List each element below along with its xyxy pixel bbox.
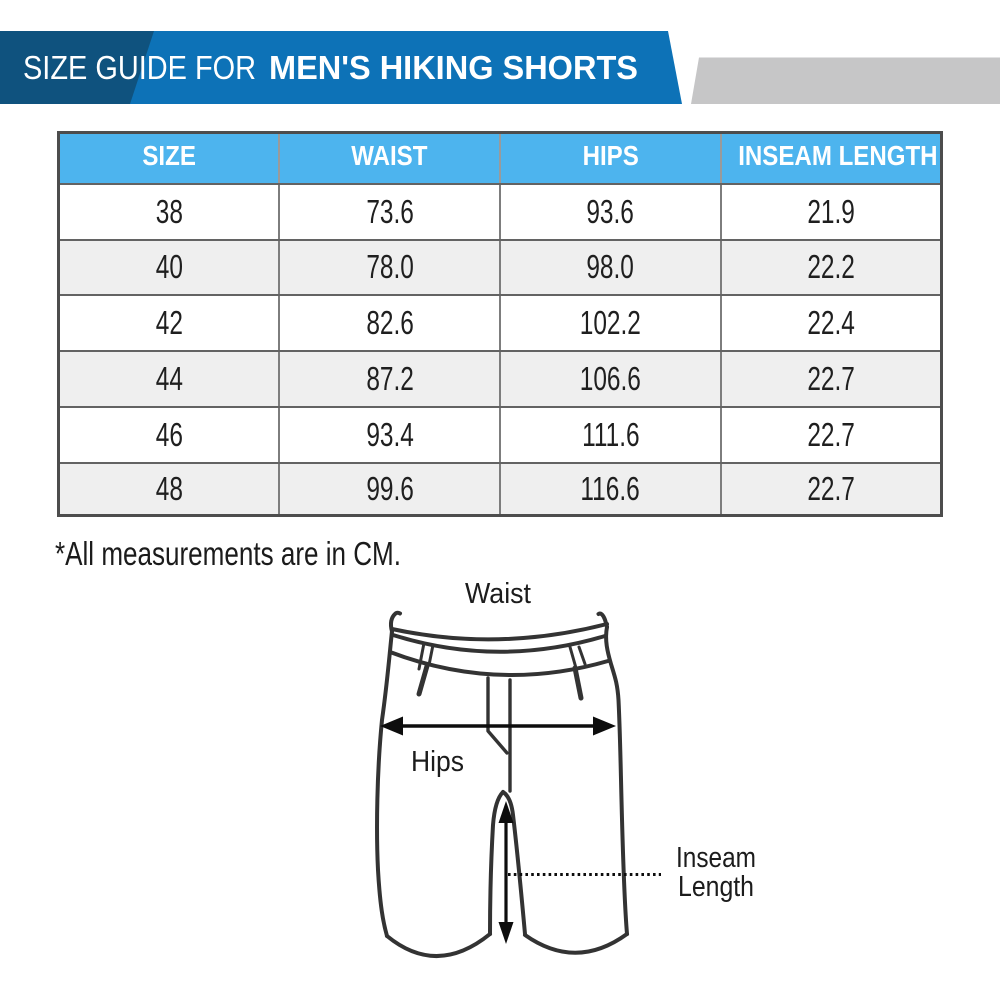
svg-text:Waist: Waist	[465, 578, 531, 610]
svg-text:SIZE GUIDE FOR: SIZE GUIDE FOR	[23, 49, 256, 86]
svg-text:*All measurements are in CM.: *All measurements are in CM.	[55, 535, 401, 572]
svg-text:Length: Length	[678, 871, 754, 903]
svg-text:MEN'S HIKING SHORTS: MEN'S HIKING SHORTS	[269, 49, 638, 86]
svg-text:Hips: Hips	[411, 746, 464, 778]
svg-text:Inseam: Inseam	[676, 842, 756, 874]
